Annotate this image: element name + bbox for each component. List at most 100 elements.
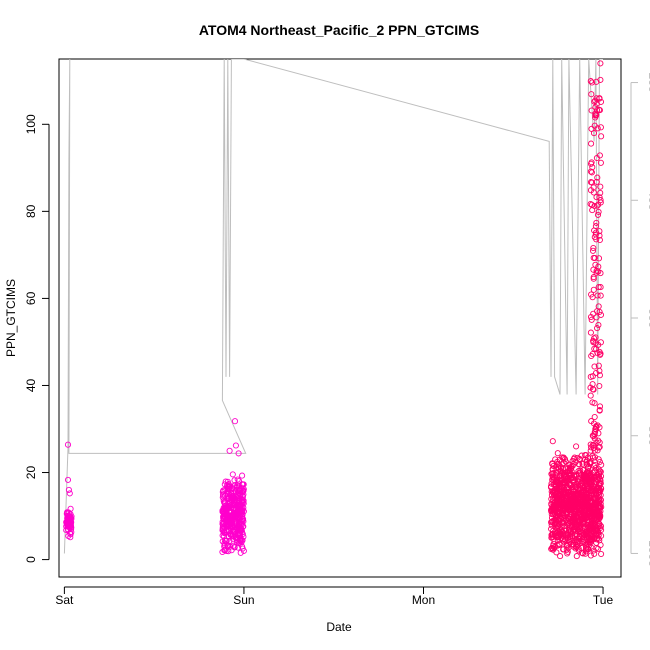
- data-point: [231, 544, 238, 551]
- data-point: [557, 506, 564, 513]
- data-point: [583, 457, 590, 464]
- data-point: [223, 518, 230, 525]
- data-point: [548, 531, 555, 539]
- data-point: [552, 456, 559, 463]
- data-point: [594, 292, 601, 299]
- data-point: [235, 519, 242, 526]
- data-point: [592, 334, 599, 341]
- data-point: [593, 269, 600, 276]
- data-point: [597, 159, 604, 166]
- data-point: [569, 528, 576, 535]
- data-point: [236, 493, 243, 500]
- y2-tick-label: 800: [646, 426, 650, 446]
- data-point: [554, 450, 561, 457]
- data-point: [566, 515, 573, 522]
- data-point: [237, 501, 244, 508]
- data-point: [232, 442, 239, 449]
- data-point: [587, 441, 594, 448]
- data-point: [575, 547, 582, 554]
- data-point: [237, 549, 244, 556]
- data-point: [595, 545, 602, 552]
- data-point: [596, 406, 603, 414]
- data-point: [596, 424, 603, 431]
- data-point: [222, 478, 229, 485]
- chart-title: ATOM4 Northeast_Pacific_2 PPN_GTCIMS: [199, 22, 479, 38]
- data-point: [579, 550, 587, 557]
- data-point: [588, 520, 595, 527]
- data-point: [557, 527, 564, 534]
- data-point: [592, 465, 599, 472]
- data-point: [229, 471, 236, 478]
- data-point: [549, 545, 556, 552]
- data-point: [583, 526, 590, 533]
- data-point: [583, 543, 590, 550]
- data-point: [597, 292, 604, 299]
- data-point: [569, 462, 576, 469]
- data-point: [587, 168, 594, 175]
- data-point: [219, 525, 226, 532]
- data-point: [588, 316, 595, 323]
- data-point: [597, 311, 605, 318]
- data-point: [225, 486, 232, 493]
- data-point: [595, 303, 602, 310]
- data-point: [597, 351, 604, 358]
- data-point: [587, 373, 594, 380]
- data-point: [597, 124, 604, 131]
- data-point: [587, 512, 594, 519]
- data-point: [587, 78, 594, 85]
- data-point: [582, 452, 589, 459]
- data-point: [550, 527, 557, 535]
- y-tick-label: 80: [24, 204, 38, 218]
- data-point: [593, 478, 600, 486]
- data-point: [589, 164, 596, 171]
- y2-tick-label: 400: [646, 190, 650, 210]
- data-point: [575, 460, 582, 468]
- data-point: [226, 447, 233, 454]
- data-point: [559, 454, 566, 461]
- data-point: [566, 535, 573, 543]
- x-tick-label: Mon: [412, 593, 435, 607]
- data-point: [223, 505, 230, 512]
- data-point: [595, 255, 603, 262]
- data-point: [563, 520, 571, 527]
- data-point: [594, 476, 601, 483]
- data-point: [595, 284, 602, 291]
- data-point: [549, 438, 556, 445]
- data-point: [580, 531, 587, 538]
- data-point: [594, 211, 602, 218]
- data-point: [548, 522, 555, 529]
- data-point: [586, 505, 593, 512]
- y-tick-label: 20: [24, 466, 38, 480]
- data-point: [596, 232, 603, 239]
- data-point: [68, 519, 75, 526]
- data-point: [592, 461, 599, 469]
- data-point: [560, 546, 567, 553]
- data-point: [223, 547, 230, 555]
- data-point: [583, 461, 590, 468]
- data-point: [562, 479, 569, 486]
- data-point: [234, 476, 241, 483]
- data-point: [555, 465, 562, 472]
- data-point: [587, 392, 594, 399]
- data-point: [229, 519, 236, 526]
- data-point: [594, 174, 601, 181]
- data-point: [581, 509, 588, 516]
- data-point: [576, 486, 583, 493]
- data-point: [550, 470, 557, 477]
- data-point: [563, 532, 570, 539]
- data-point: [568, 499, 576, 507]
- y-tick-label: 0: [24, 556, 38, 563]
- data-point: [227, 530, 234, 537]
- data-point: [559, 499, 566, 506]
- data-point: [232, 531, 239, 538]
- data-point: [597, 183, 604, 190]
- data-point: [552, 516, 559, 523]
- data-point: [593, 219, 600, 226]
- data-point: [237, 507, 244, 514]
- data-point: [591, 202, 598, 210]
- data-point: [571, 519, 578, 526]
- data-point: [237, 526, 244, 533]
- data-point: [548, 500, 555, 507]
- data-point: [597, 199, 604, 206]
- data-point: [588, 79, 596, 86]
